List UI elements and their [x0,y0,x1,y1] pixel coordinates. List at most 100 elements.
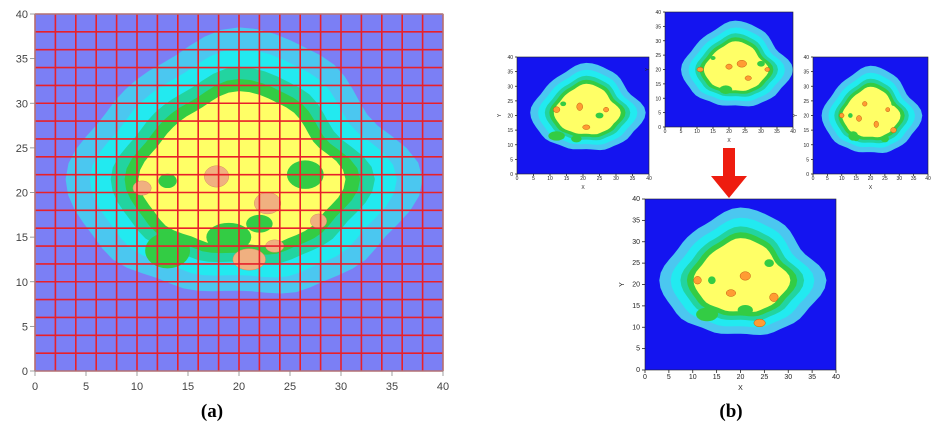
y-tick-label: 15 [16,232,28,244]
low-spot-1 [848,113,853,118]
y-tick-label: 15 [632,303,640,310]
hot-spot-2 [740,272,751,281]
y-tick-label: 35 [16,54,28,66]
contour-plot-b4: 0 5 10 15 20 25 30 35 40 0 5 10 15 20 25 30 35 40 X Y [619,196,840,392]
x-tick-label: 40 [646,176,652,182]
x-tick-label: 30 [896,176,902,182]
hot-spot-4 [891,127,897,132]
x-tick-label: 25 [760,374,768,381]
x-tick-label: 35 [911,176,917,182]
x-tick-label: 15 [713,374,721,381]
y-tick-label: 10 [16,277,28,289]
hot-spot-3 [726,290,736,297]
contour-plot-a: 0 5 10 15 20 25 30 35 40 0 5 10 15 20 25 30 35 40 [16,9,449,393]
x-tick-label: 20 [726,129,732,135]
y-tick-label: 5 [806,157,809,163]
y-tick-label: 30 [507,84,513,90]
y-tick-label: 30 [16,98,28,110]
low-spot-2 [158,174,176,188]
y-tick-label: 0 [510,172,513,178]
hot-spot-3 [737,60,747,67]
x-tick-label: 40 [437,381,449,393]
low-spot-2 [891,102,896,106]
y-tick-label: 10 [632,324,640,331]
x-tick-label: 5 [826,176,829,182]
y-axis-label: Y [497,113,503,117]
x-tick-label: 25 [742,129,748,135]
x-tick-label: 0 [664,129,667,135]
x-tick-label: 10 [131,381,143,393]
y-tick-label: 40 [16,9,28,21]
y-tick-label: 20 [655,68,661,74]
x-tick-label: 10 [694,129,700,135]
x-tick-label: 25 [882,176,888,182]
x-tick-label: 15 [182,381,194,393]
x-tick-label: 40 [832,374,840,381]
y-tick-label: 25 [507,99,513,105]
x-tick-label: 35 [386,381,398,393]
hot-spot-4 [770,293,779,302]
x-tick-label: 20 [580,176,586,182]
y-tick-label: 0 [22,366,28,378]
plots-layer: 0 5 10 15 20 25 30 35 40 0 5 10 15 20 25 30 35 40 0 5 10 15 20… [16,9,931,393]
x-tick-label: 10 [839,176,845,182]
hot-spot-1 [839,113,844,118]
low-spot-2 [764,259,774,267]
x-tick-label: 5 [532,176,535,182]
hot-spot-2 [726,64,732,69]
x-tick-label: 10 [547,176,553,182]
x-axis-label: X [738,385,743,392]
hot-spot-5 [754,319,765,327]
y-tick-label: 5 [636,346,640,353]
hot-spot-1 [694,276,702,284]
x-axis-label: X [581,185,585,191]
y-tick-label: 35 [655,24,661,30]
y-tick-label: 20 [507,114,513,120]
y-tick-label: 20 [803,114,809,120]
y-tick-label: 35 [507,70,513,76]
y-tick-label: 0 [636,367,640,374]
y-tick-label: 0 [806,172,809,178]
low-region-2 [881,135,889,142]
x-tick-label: 35 [630,176,636,182]
x-tick-label: 20 [737,374,745,381]
x-tick-label: 35 [808,374,816,381]
x-tick-label: 30 [613,176,619,182]
down-arrow-icon [711,148,747,198]
x-tick-label: 0 [812,176,815,182]
hot-spot-5 [765,67,770,71]
low-spot-1 [708,276,716,284]
panel-label-a: (a) [201,401,223,422]
x-tick-label: 20 [868,176,874,182]
y-tick-label: 15 [803,128,809,134]
hot-spot-3 [874,121,879,127]
hot-spot-1 [553,107,560,113]
y-tick-label: 40 [655,10,661,16]
x-tick-label: 30 [758,129,764,135]
x-tick-label: 5 [83,381,89,393]
y-tick-label: 10 [655,96,661,102]
contour-plot-b2: 0 5 10 15 20 25 30 35 400510152025303540XY [645,10,796,144]
x-tick-label: 20 [233,381,245,393]
x-tick-label: 10 [689,374,697,381]
low-region-1 [206,223,251,252]
x-tick-label: 5 [667,374,671,381]
x-axis-label: X [727,138,731,144]
y-tick-label: 10 [803,143,809,149]
x-tick-label: 25 [597,176,603,182]
low-region-1 [696,308,718,322]
hot-spot-3 [583,125,590,130]
y-tick-label: 40 [632,196,640,203]
low-spot-2 [596,113,604,119]
y-tick-label: 5 [22,321,28,333]
low-spot-3 [853,137,859,142]
x-tick-label: 15 [710,129,716,135]
x-tick-label: 15 [564,176,570,182]
low-region-1 [719,85,732,94]
low-spot-1 [560,101,566,106]
x-tick-label: 0 [643,374,647,381]
hot-spot-2 [577,103,583,111]
y-tick-label: 30 [655,39,661,45]
hot-spot-2 [204,166,228,187]
